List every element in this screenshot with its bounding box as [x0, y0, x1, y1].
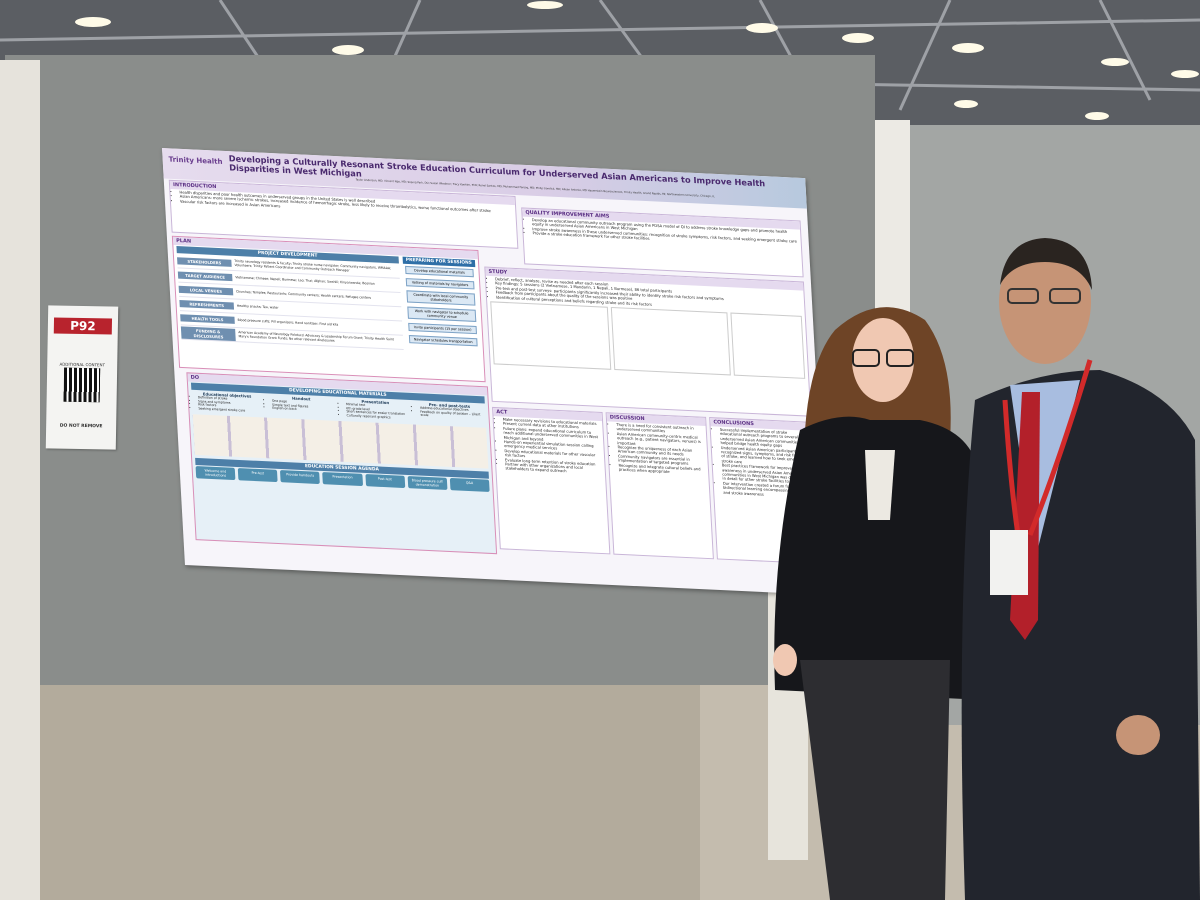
material-column: Pre- and post-testsAddress educational o…: [414, 401, 486, 424]
agenda-step: Pre-test: [237, 467, 278, 482]
board-post: [870, 120, 910, 900]
row-label: FUNDING & DISCLOSURES: [180, 325, 236, 341]
conclusions: CONCLUSIONS Successful implementation of…: [709, 417, 820, 565]
agenda-step: Welcome and introductions: [195, 465, 236, 480]
board-sign: P92 ADDITIONAL CONTENT DO NOT REMOVE: [45, 305, 119, 450]
row-label: LOCAL VENUES: [178, 285, 234, 296]
agenda-step: Q&A: [449, 477, 490, 492]
side-board: [905, 125, 1200, 725]
poster: Trinity Health Developing a Culturally R…: [162, 148, 829, 596]
step: Invite participants (15 per session): [408, 322, 477, 335]
act: ACT Make necessary revisions to educatio…: [492, 406, 611, 555]
row-label: REFRESHMENTS: [179, 299, 235, 310]
agenda-step: Post-test: [364, 473, 405, 488]
left-post: [0, 60, 40, 900]
column-items: Minimal text6th grade levelShort sentenc…: [340, 402, 412, 421]
do: DO DEVELOPING EDUCATIONAL MATERIALS Educ…: [186, 372, 498, 555]
column-items: Address educational objectivesFeedback o…: [414, 406, 486, 421]
figure: [730, 312, 806, 379]
plan: PLAN PROJECT DEVELOPMENT STAKEHOLDERS Tri…: [171, 235, 486, 383]
sign-notice: DO NOT REMOVE: [59, 423, 103, 430]
row-label: TARGET AUDIENCE: [177, 271, 233, 282]
bullet-list: Successful implementation of stroke educ…: [714, 427, 812, 499]
qr-code: [63, 367, 101, 403]
material-column: HandoutOne pageSimple text and figuresEn…: [266, 394, 338, 417]
step: Coordinate with local community stakehol…: [406, 290, 476, 306]
project-rows: STAKEHOLDERS Trinity neurology residents …: [176, 254, 404, 351]
bullet-list: There is a need for consistent outreach …: [610, 423, 705, 477]
row-label: STAKEHOLDERS: [177, 257, 232, 267]
organization: Trinity Health: [168, 155, 223, 167]
sign-caption: ADDITIONAL CONTENT: [59, 361, 105, 368]
figures: [490, 301, 806, 379]
agenda-step: Presentation: [322, 471, 363, 486]
step: Work with navigator to schedule communit…: [407, 306, 477, 322]
step: Develop educational materials: [405, 265, 474, 278]
agenda-step: Provide handouts: [280, 469, 321, 484]
stand-panel: [768, 560, 808, 860]
row-label: HEALTH TOOLS: [180, 314, 235, 324]
study: STUDY Debrief, reflect, analyze, revise …: [484, 266, 812, 417]
aims: QUALITY IMPROVEMENT AIMS Develop an educ…: [521, 207, 804, 278]
material-column: Educational objectivesDefinition of stro…: [191, 391, 263, 414]
bullet-list: Make necessary revisions to educational …: [497, 417, 602, 476]
poster-number: P92: [53, 317, 113, 335]
prep-steps: Develop educational materials Vetting of …: [403, 265, 480, 347]
step: Navigator schedules transportation: [408, 335, 478, 347]
figure: [610, 306, 732, 376]
discussion: DISCUSSION There is a need for consisten…: [605, 412, 714, 560]
material-column: PresentationMinimal text6th grade levelS…: [340, 398, 412, 421]
agenda-step: Blood pressure cuff demonstration: [407, 475, 448, 490]
column-items: One pageSimple text and figuresEnglish o…: [266, 399, 338, 414]
figure: [490, 301, 611, 370]
column-items: Definition of strokeSigns and symptomsRi…: [192, 395, 264, 414]
column-item: Feedback on quality of session – Likert …: [420, 409, 485, 421]
step: Vetting of materials by navigators: [405, 278, 475, 290]
